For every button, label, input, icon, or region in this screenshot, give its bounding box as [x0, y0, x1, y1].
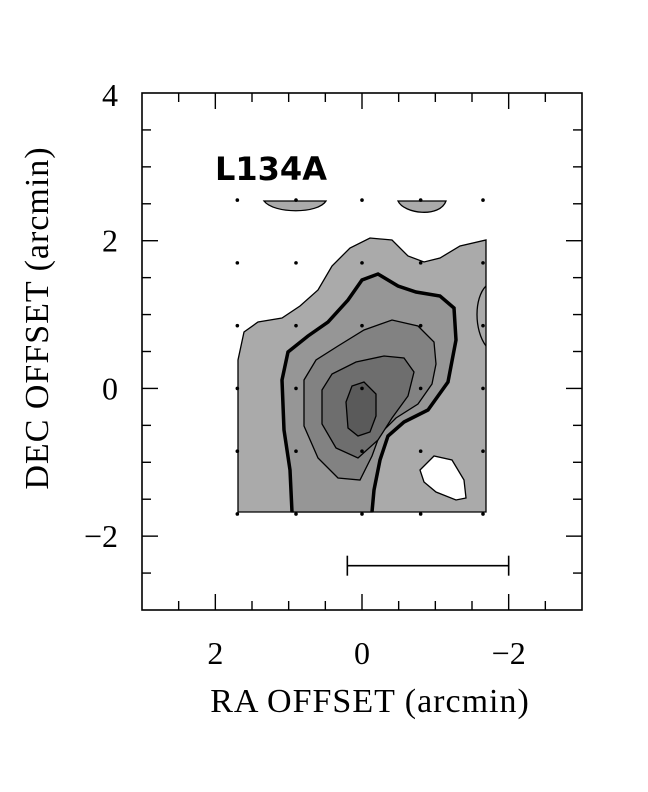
sample-point	[481, 323, 485, 328]
sample-point	[235, 323, 240, 328]
sample-point	[418, 512, 423, 516]
y-tick-label: 2	[102, 223, 118, 259]
sample-point	[418, 386, 423, 391]
tick-labels: 2 0 −2 −2 0 2 4	[84, 77, 526, 671]
sample-point	[360, 261, 364, 265]
sample-point	[294, 323, 298, 328]
sample-point	[235, 512, 240, 516]
sample-point	[481, 261, 485, 265]
sample-points	[235, 198, 485, 516]
x-tick-label: −2	[492, 635, 526, 671]
y-tick-label: 0	[102, 370, 118, 406]
sample-point	[235, 198, 240, 202]
sample-point	[235, 261, 240, 265]
contour-right-edge	[476, 285, 487, 347]
sample-point	[418, 198, 423, 202]
sample-point	[294, 512, 298, 516]
sample-point	[481, 449, 485, 454]
y-tick-label: 4	[102, 77, 118, 113]
x-tick-label: 0	[354, 635, 370, 671]
scale-bar	[346, 555, 510, 576]
sample-point	[418, 261, 423, 265]
sample-point	[360, 512, 364, 516]
sample-point	[360, 449, 364, 454]
sample-point	[360, 386, 364, 391]
y-axis-title: DEC OFFSET (arcmin)	[19, 146, 56, 489]
contour-hole	[419, 455, 467, 501]
contour-highlighted	[280, 272, 458, 513]
contour-level-5	[345, 381, 377, 437]
contour-level-1-top-right	[396, 200, 447, 213]
sample-point	[360, 198, 364, 202]
axis-ticks	[142, 93, 582, 610]
sample-point	[294, 198, 298, 202]
sample-point	[294, 261, 298, 265]
sample-point	[481, 386, 485, 391]
sample-point	[294, 449, 298, 454]
sample-point	[360, 323, 364, 328]
sample-point	[418, 449, 423, 454]
sample-point	[235, 386, 240, 391]
y-tick-label: −2	[84, 518, 118, 554]
sample-point	[235, 449, 240, 454]
contour-level-1-top-left	[262, 200, 328, 212]
sample-point	[481, 198, 485, 202]
contour-regions	[237, 200, 487, 513]
x-axis-title: RA OFFSET (arcmin)	[210, 683, 530, 720]
panel-label: L134A	[215, 150, 327, 188]
sample-point	[481, 512, 485, 516]
sample-point	[294, 386, 298, 391]
sample-point	[418, 323, 423, 328]
x-tick-label: 2	[207, 635, 223, 671]
